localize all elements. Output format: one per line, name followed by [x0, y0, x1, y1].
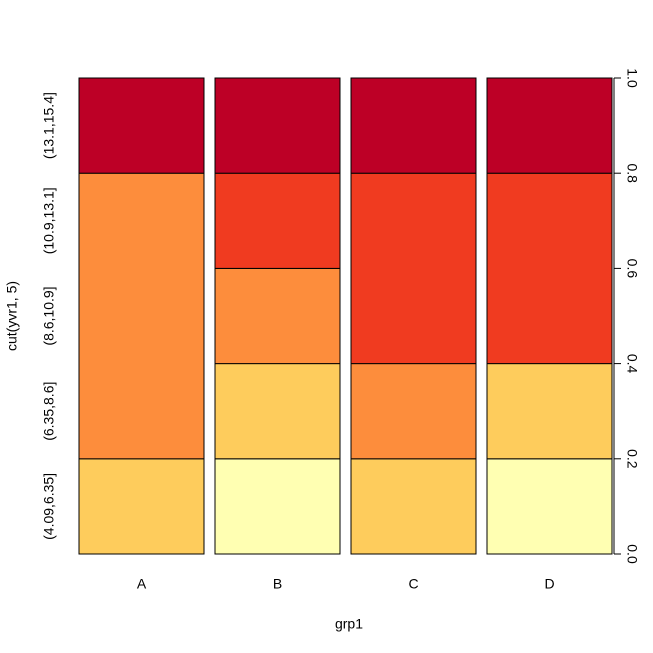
segment	[486, 458, 613, 555]
x-tick-label: B	[273, 576, 282, 592]
level-label: (10.9,13.1]	[41, 187, 57, 254]
segment	[78, 77, 205, 174]
segment	[486, 172, 613, 365]
segment	[350, 363, 477, 460]
y-tick-label: 0.4	[624, 354, 640, 374]
x-tick-label: C	[408, 576, 418, 592]
segment	[214, 77, 341, 174]
segment	[214, 363, 341, 460]
segment	[350, 172, 477, 365]
x-tick-label: D	[544, 576, 554, 592]
level-label: (8.6,10.9]	[41, 286, 57, 345]
segment	[214, 172, 341, 269]
segment	[78, 458, 205, 555]
y-tick-label: 0.8	[624, 163, 640, 183]
y-axis-label: cut(yvr1, 5)	[4, 281, 20, 351]
segment	[486, 363, 613, 460]
segment	[486, 77, 613, 174]
segment	[214, 267, 341, 365]
y-tick-label: 0.0	[624, 544, 640, 564]
segment	[78, 172, 205, 460]
x-axis-label: grp1	[335, 616, 363, 632]
x-tick-label: A	[137, 576, 147, 592]
y-tick-label: 1.0	[624, 68, 640, 88]
segment	[350, 77, 477, 174]
y-tick-label: 0.2	[624, 449, 640, 469]
level-label: (6.35,8.6]	[41, 382, 57, 441]
segment	[214, 458, 341, 555]
level-label: (4.09,6.35]	[41, 473, 57, 540]
level-label: (13.1,15.4]	[41, 92, 57, 159]
y-tick-label: 0.6	[624, 259, 640, 279]
segment	[350, 458, 477, 555]
